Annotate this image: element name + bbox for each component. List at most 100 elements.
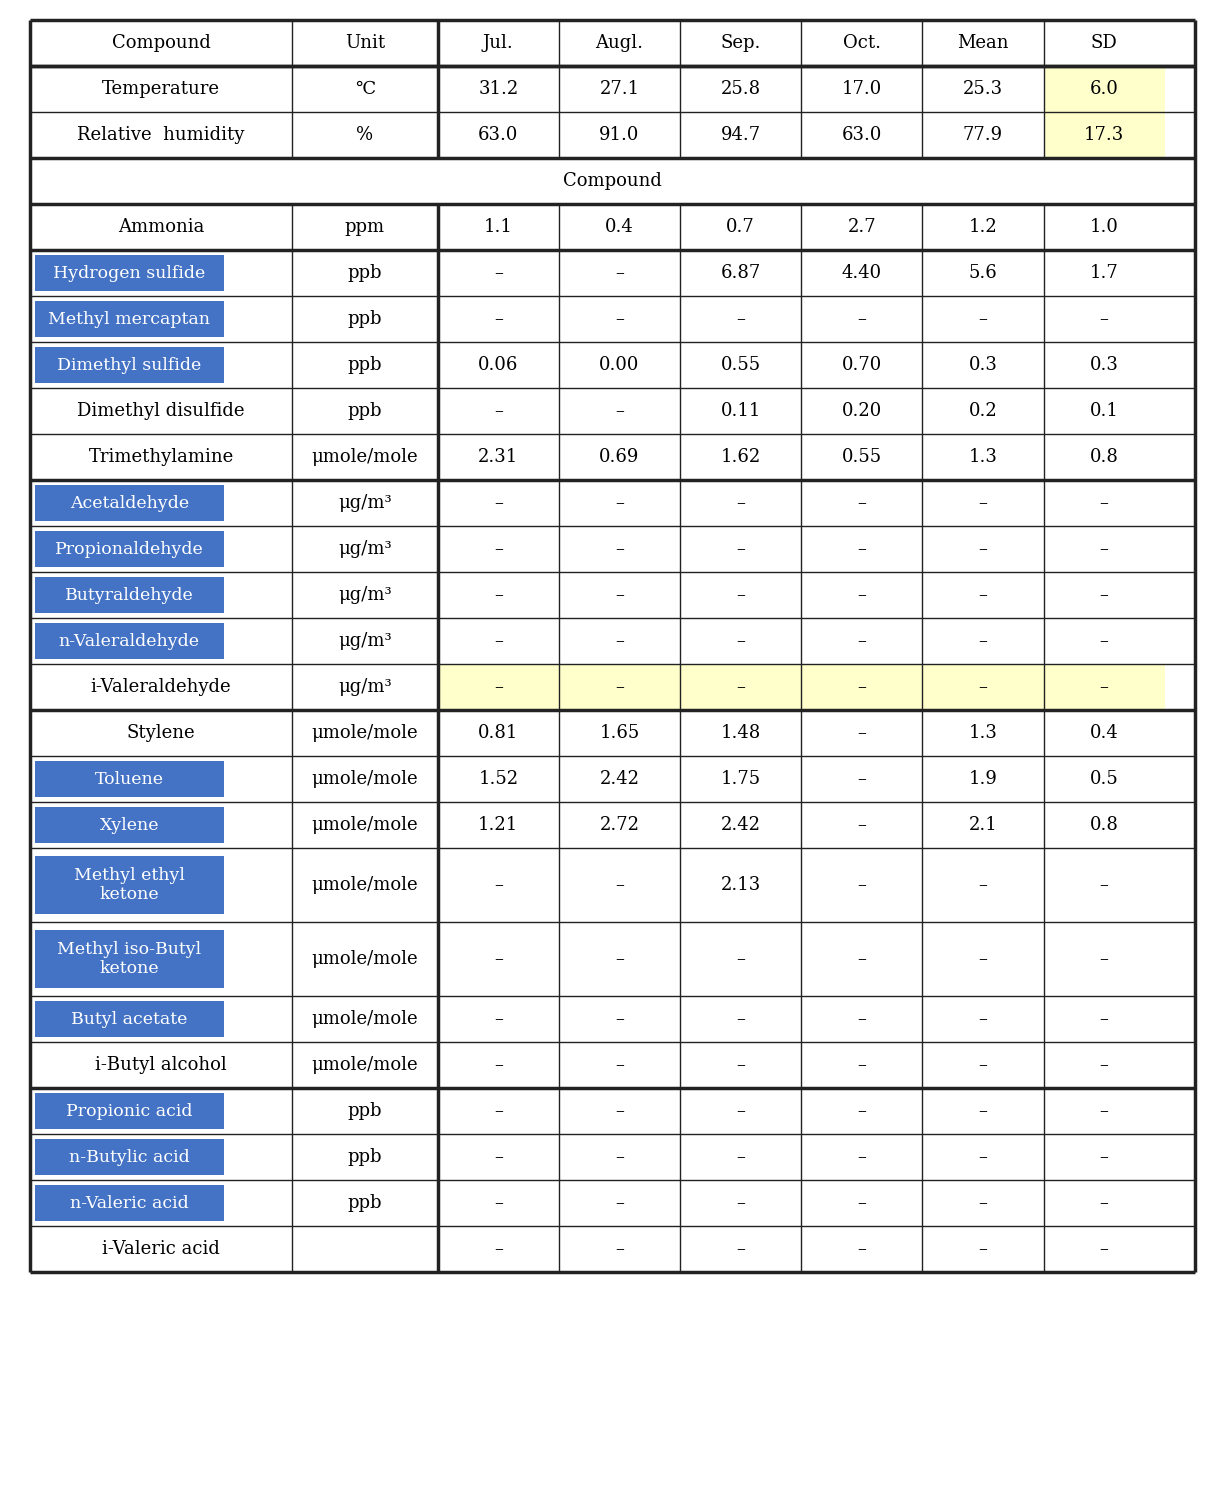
Bar bbox=[680, 297, 801, 343]
Text: –: – bbox=[858, 586, 866, 603]
Text: 2.42: 2.42 bbox=[599, 770, 639, 788]
Bar bbox=[1044, 480, 1165, 526]
Text: –: – bbox=[1100, 586, 1109, 603]
Bar bbox=[801, 1226, 922, 1272]
Bar bbox=[292, 1088, 437, 1134]
Text: 6.0: 6.0 bbox=[1090, 80, 1118, 98]
Text: –: – bbox=[736, 951, 745, 968]
Bar bbox=[437, 343, 559, 387]
Text: 0.7: 0.7 bbox=[726, 218, 755, 235]
Text: –: – bbox=[1100, 876, 1109, 894]
Bar bbox=[922, 618, 1044, 665]
Text: Temperature: Temperature bbox=[102, 80, 220, 98]
Bar bbox=[292, 848, 437, 922]
Bar bbox=[922, 848, 1044, 922]
Text: Mean: Mean bbox=[957, 34, 1008, 52]
Text: –: – bbox=[615, 1147, 624, 1167]
Text: –: – bbox=[1100, 678, 1109, 696]
Bar bbox=[437, 112, 559, 158]
Text: ppb: ppb bbox=[348, 310, 382, 328]
Text: 77.9: 77.9 bbox=[963, 127, 1003, 145]
Bar bbox=[922, 434, 1044, 480]
Text: –: – bbox=[494, 539, 502, 557]
Text: –: – bbox=[979, 310, 987, 328]
Bar bbox=[559, 387, 680, 434]
Text: 1.2: 1.2 bbox=[969, 218, 997, 235]
Bar bbox=[559, 343, 680, 387]
Bar bbox=[29, 1180, 292, 1226]
Bar bbox=[29, 158, 1196, 204]
Text: –: – bbox=[494, 1056, 502, 1074]
Text: –: – bbox=[979, 1010, 987, 1028]
Text: –: – bbox=[858, 1240, 866, 1258]
Text: Hydrogen sulfide: Hydrogen sulfide bbox=[53, 265, 206, 282]
Bar bbox=[29, 848, 292, 922]
Bar bbox=[292, 618, 437, 665]
Text: 1.0: 1.0 bbox=[1090, 218, 1118, 235]
Text: –: – bbox=[1100, 1056, 1109, 1074]
Bar bbox=[36, 855, 224, 913]
Text: i-Valeraldehyde: i-Valeraldehyde bbox=[91, 678, 232, 696]
Text: –: – bbox=[979, 876, 987, 894]
Text: –: – bbox=[615, 1103, 624, 1120]
Bar bbox=[680, 204, 801, 250]
Text: 6.87: 6.87 bbox=[720, 264, 761, 282]
Bar bbox=[559, 480, 680, 526]
Text: –: – bbox=[858, 1056, 866, 1074]
Text: μmole/mole: μmole/mole bbox=[311, 1056, 418, 1074]
Text: –: – bbox=[494, 586, 502, 603]
Bar bbox=[680, 922, 801, 995]
Text: –: – bbox=[494, 1103, 502, 1120]
Bar bbox=[437, 387, 559, 434]
Text: Oct.: Oct. bbox=[843, 34, 881, 52]
Text: Toluene: Toluene bbox=[94, 770, 164, 788]
Bar bbox=[292, 343, 437, 387]
Text: –: – bbox=[736, 1010, 745, 1028]
Text: Methyl ethyl
ketone: Methyl ethyl ketone bbox=[74, 867, 185, 903]
Text: 2.42: 2.42 bbox=[720, 817, 761, 834]
Bar bbox=[437, 802, 559, 848]
Text: i-Valeric acid: i-Valeric acid bbox=[102, 1240, 220, 1258]
Text: Propionaldehyde: Propionaldehyde bbox=[55, 541, 203, 557]
Text: –: – bbox=[494, 402, 502, 420]
Bar bbox=[801, 480, 922, 526]
Bar bbox=[801, 343, 922, 387]
Text: –: – bbox=[1100, 1103, 1109, 1120]
Text: 17.0: 17.0 bbox=[842, 80, 882, 98]
Bar bbox=[437, 848, 559, 922]
Text: –: – bbox=[615, 264, 624, 282]
Bar bbox=[680, 1042, 801, 1088]
Bar bbox=[292, 434, 437, 480]
Text: Unit: Unit bbox=[345, 34, 385, 52]
Bar bbox=[29, 755, 292, 802]
Bar bbox=[437, 922, 559, 995]
Text: –: – bbox=[494, 495, 502, 513]
Text: –: – bbox=[736, 310, 745, 328]
Bar bbox=[437, 250, 559, 297]
Bar bbox=[1044, 711, 1165, 755]
Bar bbox=[292, 711, 437, 755]
Text: –: – bbox=[494, 876, 502, 894]
Bar bbox=[559, 1088, 680, 1134]
Bar bbox=[801, 618, 922, 665]
Text: 0.2: 0.2 bbox=[969, 402, 997, 420]
Text: 0.00: 0.00 bbox=[599, 356, 639, 374]
Text: 27.1: 27.1 bbox=[599, 80, 639, 98]
Bar bbox=[680, 848, 801, 922]
Bar bbox=[1044, 755, 1165, 802]
Text: 2.7: 2.7 bbox=[848, 218, 876, 235]
Text: 0.55: 0.55 bbox=[842, 448, 882, 466]
Bar bbox=[437, 1226, 559, 1272]
Bar bbox=[292, 250, 437, 297]
Bar bbox=[1044, 250, 1165, 297]
Text: 1.75: 1.75 bbox=[720, 770, 761, 788]
Bar bbox=[29, 480, 292, 526]
Text: –: – bbox=[979, 495, 987, 513]
Bar bbox=[922, 297, 1044, 343]
Bar bbox=[1044, 848, 1165, 922]
Text: 17.3: 17.3 bbox=[1084, 127, 1125, 145]
Text: –: – bbox=[736, 678, 745, 696]
Text: –: – bbox=[1100, 1240, 1109, 1258]
Text: n-Valeric acid: n-Valeric acid bbox=[70, 1195, 189, 1211]
Text: –: – bbox=[979, 1056, 987, 1074]
